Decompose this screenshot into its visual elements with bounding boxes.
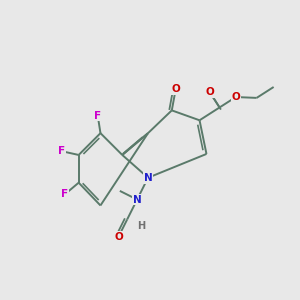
Text: O: O <box>114 232 123 242</box>
Text: N: N <box>144 173 152 183</box>
Text: F: F <box>58 146 65 156</box>
Text: O: O <box>171 84 180 94</box>
Text: O: O <box>205 87 214 97</box>
Text: H: H <box>137 221 145 231</box>
Text: F: F <box>94 110 101 121</box>
Text: F: F <box>61 189 69 199</box>
Text: O: O <box>232 92 240 102</box>
Text: N: N <box>133 194 142 205</box>
